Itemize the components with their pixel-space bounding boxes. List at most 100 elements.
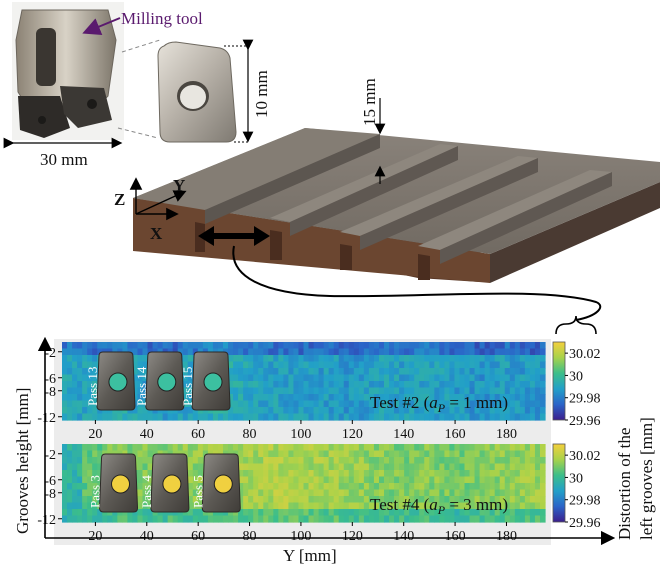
heatmap-cell (187, 515, 194, 523)
heatmap-cell (328, 489, 335, 497)
heatmap-cell (353, 342, 360, 350)
heatmap-cell (348, 483, 355, 491)
heatmap-cell (529, 489, 536, 497)
heatmap-cell (439, 489, 445, 497)
x-tick-label: 160 (445, 529, 466, 544)
pass-label: Pass 14 (134, 366, 149, 406)
heatmap-cell (489, 374, 496, 382)
heatmap-cell (72, 450, 78, 458)
heatmap-cell (167, 407, 174, 415)
heatmap-cell (62, 387, 68, 395)
heatmap-cell (464, 413, 471, 421)
heatmap-cell (479, 515, 486, 523)
heatmap-cell (283, 348, 290, 356)
heatmap-cell (182, 348, 189, 356)
heatmap-cell (464, 502, 471, 510)
heatmap-cell (378, 348, 385, 356)
heatmap-cell (207, 515, 214, 523)
heatmap-cell (394, 381, 400, 389)
heatmap-cell (529, 515, 536, 523)
heatmap-cell (399, 381, 405, 389)
heatmap-cell (82, 496, 88, 504)
heatmap-cell (489, 463, 496, 471)
heatmap-cell (82, 457, 88, 465)
heatmap-cell (509, 355, 516, 363)
heatmap-cell (363, 381, 370, 389)
heatmap-cell (147, 457, 154, 465)
heatmap-cell (494, 400, 501, 408)
heatmap-cell (278, 387, 284, 395)
heatmap-cell (283, 374, 290, 382)
heatmap-cell (444, 374, 451, 382)
heatmap-cell (132, 413, 139, 421)
heatmap-cell (303, 361, 310, 369)
heatmap-cell (313, 355, 320, 363)
heatmap-cell (484, 400, 491, 408)
heatmap-cell (253, 394, 259, 402)
heatmap-cell (243, 450, 249, 458)
heatmap-cell (248, 444, 254, 452)
heatmap-cell (353, 457, 360, 465)
heatmap-cell (444, 476, 451, 484)
heatmap-cell (504, 407, 511, 415)
heatmap-cell (212, 515, 219, 523)
heatmap-cell (197, 342, 204, 350)
heatmap-cell (343, 515, 350, 523)
heatmap-cell (484, 489, 491, 497)
heatmap-cell (82, 450, 88, 458)
heatmap-cell (363, 450, 370, 458)
heatmap-cell (389, 496, 395, 504)
heatmap-cell (474, 483, 481, 491)
heatmap-cell (539, 407, 546, 415)
heatmap-cell (479, 381, 486, 389)
heatmap-cell (77, 387, 83, 395)
heatmap-cell (373, 413, 380, 421)
heatmap-cell (529, 509, 536, 517)
heatmap-cell (389, 348, 395, 356)
heatmap-cell (62, 413, 68, 421)
heatmap-cell (147, 407, 154, 415)
heatmap-cell (389, 413, 395, 421)
heatmap-cell (313, 400, 320, 408)
heatmap-cell (77, 502, 83, 510)
heatmap-cell (303, 470, 310, 478)
heatmap-cell (373, 374, 380, 382)
heatmap-cell (414, 502, 420, 510)
heatmap-cell (172, 509, 179, 517)
heatmap-cell (293, 496, 300, 504)
heatmap-cell (248, 361, 254, 369)
heatmap-cell (499, 483, 506, 491)
heatmap-cell (97, 407, 103, 415)
heatmap-cell (72, 355, 78, 363)
heatmap-cell (414, 444, 420, 452)
heatmap-cell (389, 394, 395, 402)
heatmap-cell (509, 476, 516, 484)
heatmap-cell (253, 463, 259, 471)
heatmap-cell (233, 515, 239, 523)
heatmap-cell (409, 483, 415, 491)
heatmap-cell (439, 515, 445, 523)
heatmap-cell (343, 400, 350, 408)
heatmap-cell (489, 355, 496, 363)
heatmap-cell (373, 502, 380, 510)
heatmap-cell (378, 381, 385, 389)
heatmap-cell (298, 394, 305, 402)
heatmap-cell (233, 368, 239, 376)
heatmap-cell (253, 342, 259, 350)
heatmap-cell (268, 515, 274, 523)
heatmap-cell (82, 463, 88, 471)
heatmap-cell (384, 355, 390, 363)
heatmap-cell (444, 400, 451, 408)
heatmap-cell (464, 509, 471, 517)
heatmap-cell (288, 489, 295, 497)
heatmap-cell (87, 463, 93, 471)
heatmap-cell (333, 444, 340, 452)
heatmap-cell (348, 381, 355, 389)
heatmap-cell (373, 400, 380, 408)
heatmap-cell (404, 515, 410, 523)
heatmap-cell (228, 509, 234, 517)
heatmap-cell (263, 463, 269, 471)
heatmap-cell (539, 509, 546, 517)
heatmap-cell (368, 457, 375, 465)
